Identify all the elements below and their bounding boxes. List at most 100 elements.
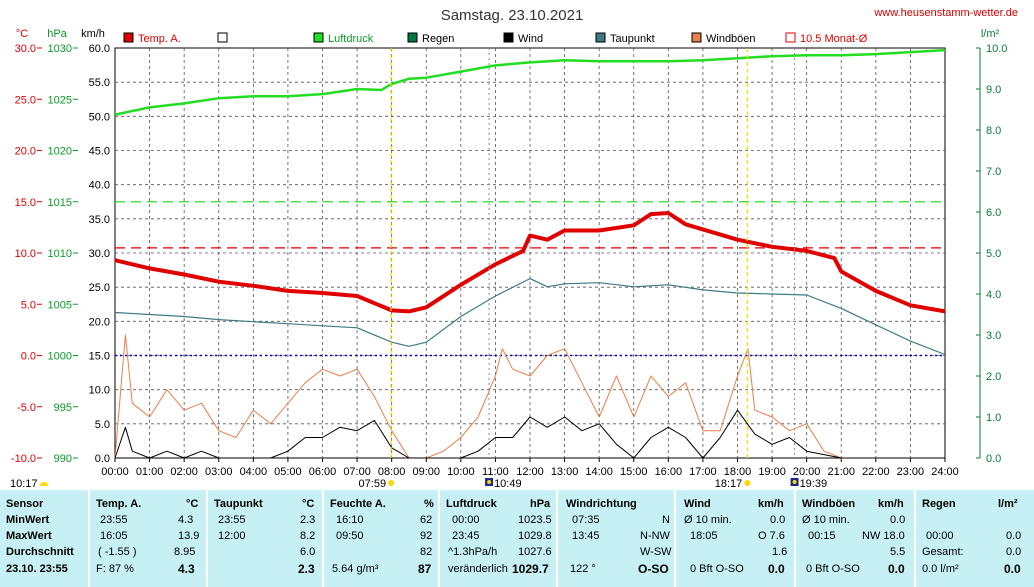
x-tick-label: 03:00 [205, 466, 233, 478]
header-gust: Windböen [802, 498, 856, 510]
rain-tick-label: 3.0 [986, 330, 1001, 342]
website-label: www.heusenstamm-wetter.de [873, 7, 1018, 19]
legend-swatch [595, 32, 606, 43]
temp-min-time: 23:55 [100, 514, 128, 526]
panel-dir [558, 490, 676, 587]
legend-label: Regen [422, 33, 454, 45]
rain-tick-label: 0.0 [986, 453, 1001, 465]
dew-min: 2.3 [300, 514, 316, 526]
x-tick-label: 11:00 [482, 466, 509, 478]
pressure-tick-label: 990 [54, 453, 72, 465]
gust-avg: 5.5 [890, 546, 906, 558]
x-tick-label: 24:00 [931, 466, 959, 478]
x-tick-label: 19:00 [758, 466, 786, 478]
x-tick-label: 17:00 [689, 466, 717, 478]
gust-now: 0.0 [888, 562, 905, 576]
panel-dew [208, 490, 324, 587]
gust-min: 0.0 [890, 514, 906, 526]
rain-tick-label: 2.0 [986, 371, 1001, 383]
pressure-series-line [114, 48, 946, 116]
header-press-unit: hPa [530, 498, 551, 510]
legend-swatch [217, 32, 228, 43]
current-time-sun-icon [40, 482, 48, 486]
header-temp-unit: °C [186, 498, 199, 510]
header-press: Luftdruck [446, 498, 497, 510]
temp-unit-label: °C [16, 28, 28, 40]
header-hum: Feuchte A. [330, 498, 386, 510]
pressure-tick-label: 1000 [48, 351, 72, 363]
header-sensor: Sensor [6, 498, 44, 510]
x-tick-label: 06:00 [309, 466, 337, 478]
chart-title: Samstag. 23.10.2021 [441, 7, 584, 24]
wind-tick-label: 15.0 [89, 351, 110, 363]
moonset-icon-sun [792, 480, 797, 484]
temp-min: 4.3 [178, 514, 194, 526]
dir-max: N-NW [640, 530, 670, 542]
wind-tick-label: 35.0 [89, 214, 110, 226]
row-label-avg: Durchschnitt [6, 546, 74, 558]
temp-tick-label: -5.0 [17, 402, 36, 414]
x-tick-label: 08:00 [378, 466, 406, 478]
wind-tick-label: 40.0 [89, 180, 110, 192]
legend-swatch [123, 32, 134, 43]
panel-sensor [0, 490, 90, 587]
press-max-time: 23:45 [452, 530, 480, 542]
legend-swatch [313, 32, 324, 43]
hum-avg: 82 [420, 546, 433, 558]
dir-min: N [662, 514, 670, 526]
header-gust-unit: km/h [878, 498, 904, 510]
wind-unit-label: km/h [81, 28, 105, 40]
weather-chart: Samstag. 23.10.2021 www.heusenstamm-wett… [10, 7, 1018, 490]
wind-max: O 7.6 [758, 530, 785, 542]
header-wind: Wind [684, 498, 711, 510]
header-rain-unit: l/m² [998, 498, 1018, 510]
x-tick-label: 04:00 [240, 466, 268, 478]
sunset-icon [744, 480, 751, 486]
rain-tick-label: 9.0 [986, 84, 1001, 96]
moonset-label: 19:39 [800, 478, 828, 490]
dir-min-time: 07:35 [572, 514, 600, 526]
moonrise-icon-sun [487, 480, 492, 484]
pressure-tick-label: 995 [54, 402, 72, 414]
legend-swatch [785, 32, 796, 43]
row-label-min: MinWert [6, 514, 50, 526]
x-tick-label: 20:00 [793, 466, 821, 478]
temp-tick-label: 20.0 [15, 146, 36, 158]
x-tick-label: 14:00 [585, 466, 613, 478]
header-temp: Temp. A. [96, 498, 142, 510]
pressure-tick-label: 1010 [48, 248, 72, 260]
x-tick-label: 02:00 [170, 466, 198, 478]
dewpoint-series-line [114, 278, 946, 356]
sunrise-label: 07:59 [359, 478, 387, 490]
hum-now: 87 [418, 562, 432, 576]
chart-events: 07:59 18:17 10:49 19:39 10:17 [10, 48, 827, 490]
press-min: 1023.5 [518, 514, 552, 526]
summary-table: Sensor MinWert MaxWert Durchschnitt 23.1… [0, 490, 1034, 587]
header-dew: Taupunkt [214, 498, 263, 510]
dew-avg: 6.0 [300, 546, 316, 558]
header-wind-unit: km/h [758, 498, 784, 510]
gust-min-label: Ø 10 min. [802, 514, 850, 526]
gust-bft: 0 Bft O-SO [806, 563, 860, 575]
header-hum-unit: % [424, 498, 434, 510]
dew-max-time: 12:00 [218, 530, 246, 542]
x-tick-label: 10:00 [447, 466, 475, 478]
pressure-tick-label: 1030 [48, 43, 72, 55]
dir-now: O-SO [638, 562, 669, 576]
chart-axes: 30.0 25.0 20.0 15.0 10.0 5.0 0.0 -5.0 -10.0 1030 1… [11, 43, 1008, 478]
press-min-time: 00:00 [452, 514, 480, 526]
wind-bft: 0 Bft O-SO [690, 563, 744, 575]
wind-tick-label: 25.0 [89, 282, 110, 294]
legend-label: 10.5 Monat-Ø [800, 33, 868, 45]
current-time-label: 10:17 [10, 478, 38, 490]
sunset-label: 18:17 [715, 478, 743, 490]
legend-swatch [503, 32, 514, 43]
wind-tick-label: 45.0 [89, 146, 110, 158]
pressure-tick-label: 1005 [48, 299, 72, 311]
legend-swatch [691, 32, 702, 43]
wind-now: 0.0 [768, 562, 785, 576]
wind-series-line [114, 409, 842, 459]
hum-abs: 5.64 g/m³ [332, 563, 379, 575]
dir-deg: 122 ° [570, 563, 596, 575]
header-dir: Windrichtung [566, 498, 637, 510]
